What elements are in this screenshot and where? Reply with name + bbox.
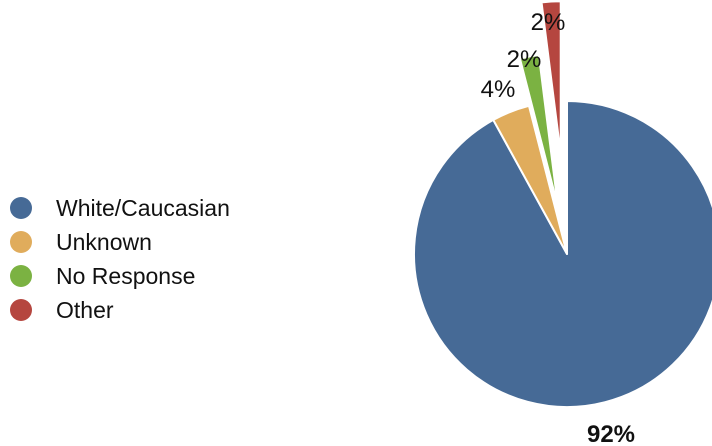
pie-slice-other xyxy=(540,0,562,156)
legend-label: Unknown xyxy=(56,228,152,255)
chart-legend: White/Caucasian Unknown No Response Othe… xyxy=(10,191,230,327)
pie-slice-unknown xyxy=(492,104,568,255)
legend-swatch xyxy=(10,231,32,253)
pie-label-other: 2% xyxy=(531,9,566,36)
legend-swatch xyxy=(10,265,32,287)
legend-label: White/Caucasian xyxy=(56,194,230,221)
pie-labels: 92% 4% 2% 2% xyxy=(481,9,635,446)
pie-label-unknown: 4% xyxy=(481,76,516,103)
pie-slices xyxy=(413,0,712,408)
legend-item-white-caucasian: White/Caucasian xyxy=(10,191,230,225)
legend-label: Other xyxy=(56,296,114,323)
pie-label-no-response: 2% xyxy=(507,46,542,73)
legend-swatch xyxy=(10,299,32,321)
pie-slice-white-caucasian xyxy=(413,100,712,408)
pie-slice-no-response xyxy=(518,54,560,208)
legend-swatch xyxy=(10,197,32,219)
pie-label-white-caucasian: 92% xyxy=(587,421,635,446)
legend-item-no-response: No Response xyxy=(10,259,230,293)
legend-label: No Response xyxy=(56,262,196,289)
legend-item-unknown: Unknown xyxy=(10,225,230,259)
legend-item-other: Other xyxy=(10,293,230,327)
